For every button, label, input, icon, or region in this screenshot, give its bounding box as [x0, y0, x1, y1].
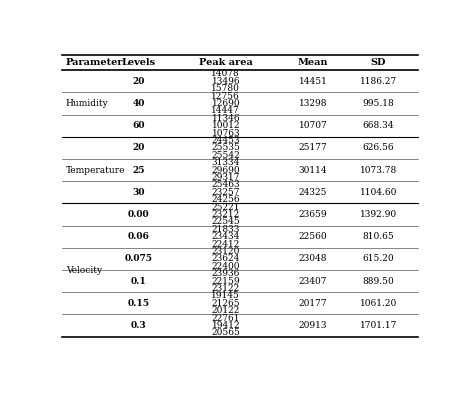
- Text: 19412: 19412: [212, 321, 240, 330]
- Text: 22761: 22761: [212, 314, 240, 323]
- Text: 0.15: 0.15: [128, 299, 150, 308]
- Text: 29690: 29690: [212, 166, 240, 175]
- Text: 0.00: 0.00: [128, 210, 150, 219]
- Text: 25463: 25463: [212, 181, 240, 190]
- Text: 30114: 30114: [299, 166, 327, 175]
- Text: 14078: 14078: [212, 70, 240, 79]
- Text: 1073.78: 1073.78: [360, 166, 397, 175]
- Text: 25: 25: [132, 166, 145, 175]
- Text: 12690: 12690: [212, 99, 240, 108]
- Text: 23624: 23624: [212, 254, 240, 263]
- Text: 24325: 24325: [299, 188, 327, 197]
- Text: 668.34: 668.34: [363, 121, 394, 130]
- Text: 24453: 24453: [212, 136, 240, 145]
- Text: 24256: 24256: [212, 195, 240, 204]
- Text: 20122: 20122: [212, 306, 240, 315]
- Text: 23659: 23659: [299, 210, 327, 219]
- Text: 810.65: 810.65: [363, 232, 394, 241]
- Text: 21265: 21265: [212, 299, 240, 308]
- Text: 23212: 23212: [212, 210, 240, 219]
- Text: 1061.20: 1061.20: [360, 299, 397, 308]
- Text: 13496: 13496: [212, 77, 240, 86]
- Text: 1186.27: 1186.27: [360, 77, 397, 86]
- Text: 10707: 10707: [299, 121, 327, 130]
- Text: 25177: 25177: [299, 143, 327, 152]
- Text: 60: 60: [132, 121, 145, 130]
- Text: 20913: 20913: [299, 321, 327, 330]
- Text: 0.06: 0.06: [128, 232, 150, 241]
- Text: 31334: 31334: [212, 158, 240, 167]
- Text: 23120: 23120: [212, 247, 240, 256]
- Text: 19145: 19145: [212, 292, 240, 301]
- Text: SD: SD: [371, 58, 386, 67]
- Text: 11346: 11346: [212, 114, 240, 123]
- Text: 0.075: 0.075: [125, 254, 152, 263]
- Text: 889.50: 889.50: [363, 276, 394, 286]
- Text: 20: 20: [132, 77, 145, 86]
- Text: Temperature: Temperature: [66, 166, 125, 175]
- Text: 23048: 23048: [299, 254, 327, 263]
- Text: 14451: 14451: [299, 77, 327, 86]
- Text: 25221: 25221: [212, 203, 240, 212]
- Text: Levels: Levels: [121, 58, 156, 67]
- Text: 15780: 15780: [212, 84, 240, 93]
- Text: 23122: 23122: [212, 284, 240, 293]
- Text: Mean: Mean: [298, 58, 328, 67]
- Text: 23434: 23434: [212, 232, 240, 241]
- Text: 20: 20: [132, 143, 145, 152]
- Text: 10763: 10763: [212, 129, 240, 137]
- Text: 10012: 10012: [212, 121, 240, 130]
- Text: 1701.17: 1701.17: [360, 321, 397, 330]
- Text: 1392.90: 1392.90: [360, 210, 397, 219]
- Text: 23257: 23257: [212, 188, 240, 197]
- Text: Parameter: Parameter: [66, 58, 123, 67]
- Text: 12756: 12756: [212, 92, 240, 101]
- Text: 20177: 20177: [299, 299, 327, 308]
- Text: 21833: 21833: [212, 225, 240, 234]
- Text: 22400: 22400: [212, 262, 240, 271]
- Text: 22159: 22159: [212, 276, 240, 286]
- Text: 995.18: 995.18: [363, 99, 394, 108]
- Text: 1104.60: 1104.60: [360, 188, 397, 197]
- Text: 0.1: 0.1: [131, 276, 146, 286]
- Text: 14447: 14447: [212, 106, 240, 115]
- Text: 20565: 20565: [212, 329, 240, 337]
- Text: 13298: 13298: [299, 99, 327, 108]
- Text: 25542: 25542: [212, 151, 240, 160]
- Text: 29317: 29317: [212, 173, 240, 182]
- Text: 30: 30: [132, 188, 145, 197]
- Text: Peak area: Peak area: [199, 58, 253, 67]
- Text: 626.56: 626.56: [363, 143, 394, 152]
- Text: 25535: 25535: [212, 143, 240, 152]
- Text: 22545: 22545: [212, 217, 240, 226]
- Text: 22560: 22560: [299, 232, 327, 241]
- Text: 615.20: 615.20: [363, 254, 394, 263]
- Text: 22412: 22412: [212, 240, 240, 248]
- Text: 23407: 23407: [299, 276, 327, 286]
- Text: 23936: 23936: [212, 269, 240, 278]
- Text: Velocity: Velocity: [66, 265, 102, 275]
- Text: 40: 40: [132, 99, 145, 108]
- Text: Humidity: Humidity: [66, 99, 109, 108]
- Text: 0.3: 0.3: [131, 321, 146, 330]
